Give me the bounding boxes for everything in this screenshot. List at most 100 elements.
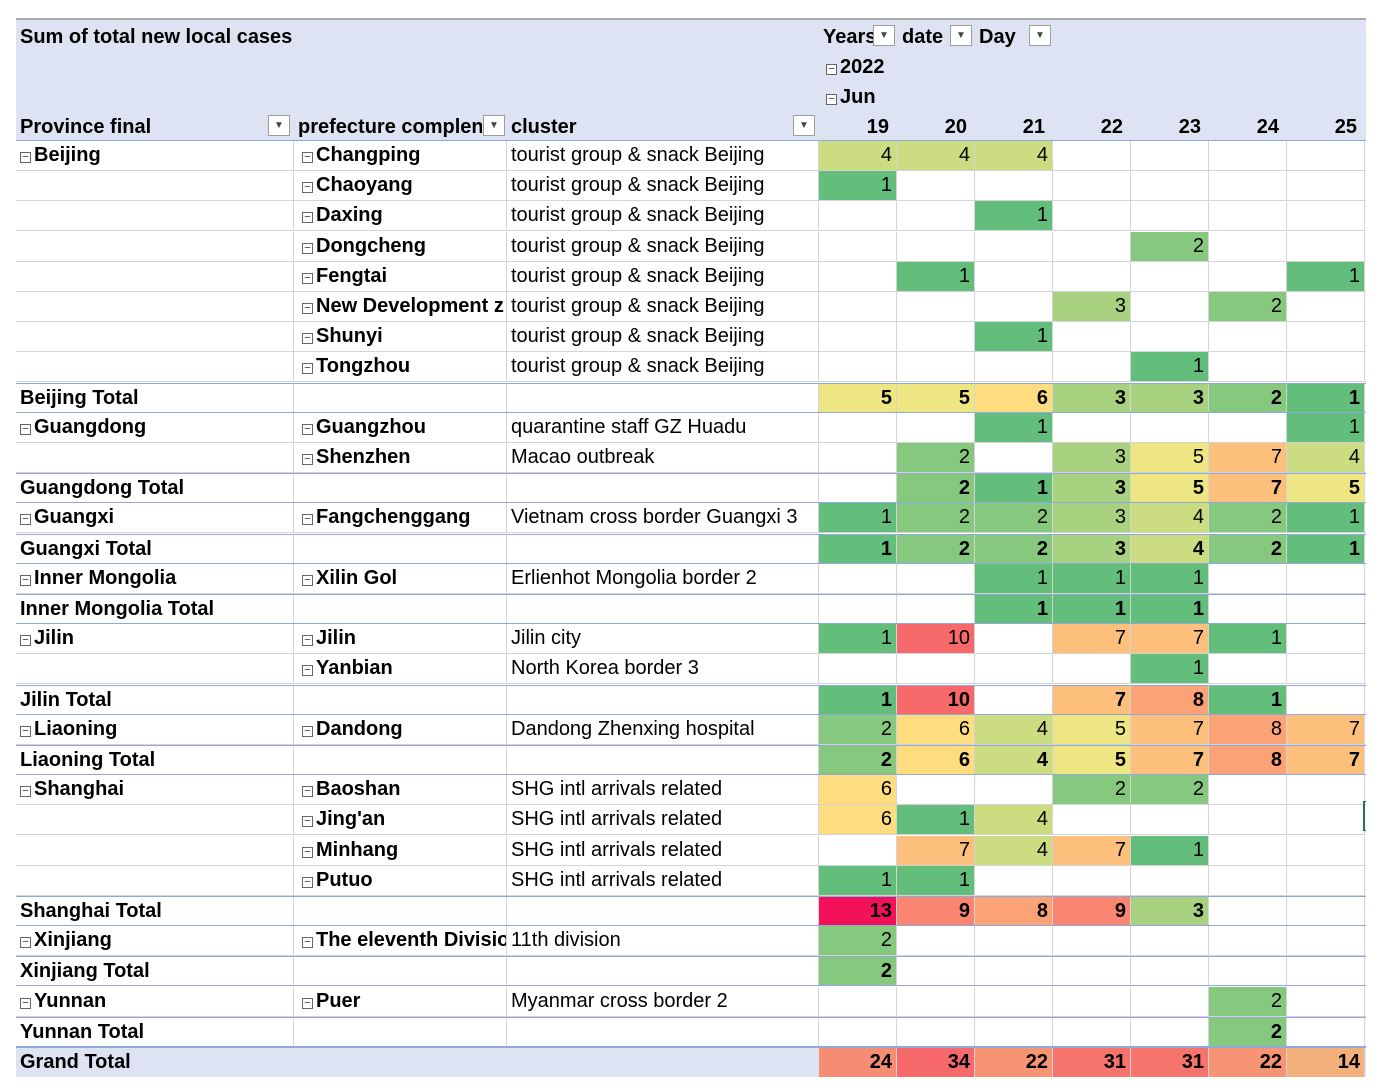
value-cell[interactable]: 2 bbox=[975, 503, 1053, 532]
value-cell[interactable] bbox=[1053, 987, 1131, 1016]
cluster-cell[interactable]: tourist group & snack Beijing bbox=[507, 201, 819, 230]
cluster-cell[interactable]: SHG intl arrivals related bbox=[507, 775, 819, 804]
value-cell[interactable] bbox=[1287, 836, 1365, 865]
value-cell[interactable]: 7 bbox=[897, 836, 975, 865]
province-cell[interactable]: − Liaoning bbox=[16, 715, 294, 744]
value-cell[interactable] bbox=[1209, 262, 1287, 291]
province-cell[interactable] bbox=[16, 443, 294, 472]
cluster-cell[interactable] bbox=[507, 595, 819, 623]
day-header[interactable]: 20 bbox=[944, 116, 967, 138]
value-cell[interactable]: 1 bbox=[897, 805, 975, 834]
province-cell[interactable]: Grand Total bbox=[16, 1048, 294, 1077]
value-cell[interactable] bbox=[897, 564, 975, 593]
cluster-cell[interactable]: tourist group & snack Beijing bbox=[507, 322, 819, 351]
value-cell[interactable]: 1 bbox=[975, 413, 1053, 442]
value-cell[interactable] bbox=[1131, 322, 1209, 351]
value-cell[interactable]: 8 bbox=[1209, 715, 1287, 744]
day-header[interactable]: 21 bbox=[1022, 116, 1045, 138]
value-cell[interactable] bbox=[1287, 595, 1365, 623]
prefecture-cell[interactable]: − Chaoyang bbox=[294, 171, 507, 200]
cluster-cell[interactable]: Erlienhot Mongolia border 2 bbox=[507, 564, 819, 593]
province-cell[interactable] bbox=[16, 262, 294, 291]
province-cell[interactable]: − Xinjiang bbox=[16, 926, 294, 955]
value-cell[interactable] bbox=[1131, 805, 1209, 834]
value-cell[interactable]: 1 bbox=[975, 474, 1053, 502]
value-cell[interactable]: 3 bbox=[1053, 292, 1131, 321]
value-cell[interactable]: 7 bbox=[1131, 746, 1209, 774]
value-cell[interactable]: 1 bbox=[1131, 595, 1209, 623]
value-cell[interactable] bbox=[1131, 141, 1209, 170]
value-cell[interactable] bbox=[1287, 775, 1365, 804]
value-cell[interactable]: 2 bbox=[819, 957, 897, 985]
value-cell[interactable]: 6 bbox=[819, 775, 897, 804]
value-cell[interactable]: 4 bbox=[1287, 443, 1365, 472]
value-cell[interactable] bbox=[1287, 926, 1365, 955]
value-cell[interactable]: 8 bbox=[1131, 686, 1209, 714]
value-cell[interactable]: 1 bbox=[1209, 686, 1287, 714]
value-cell[interactable]: 1 bbox=[1287, 262, 1365, 291]
value-cell[interactable]: 5 bbox=[1053, 715, 1131, 744]
value-cell[interactable] bbox=[975, 1018, 1053, 1046]
year-label[interactable]: −2022 bbox=[826, 56, 885, 79]
value-cell[interactable]: 1 bbox=[1287, 384, 1365, 412]
value-cell[interactable] bbox=[1287, 352, 1365, 381]
day-header[interactable]: 23 bbox=[1178, 116, 1201, 138]
value-cell[interactable] bbox=[819, 595, 897, 623]
value-cell[interactable] bbox=[897, 322, 975, 351]
value-cell[interactable] bbox=[1053, 201, 1131, 230]
value-cell[interactable] bbox=[975, 775, 1053, 804]
value-cell[interactable]: 4 bbox=[975, 715, 1053, 744]
value-cell[interactable]: 7 bbox=[1053, 686, 1131, 714]
province-cell[interactable]: Jilin Total bbox=[16, 686, 294, 714]
value-cell[interactable]: 1 bbox=[1209, 624, 1287, 653]
value-cell[interactable]: 2 bbox=[1131, 775, 1209, 804]
collapse-minus-icon[interactable]: − bbox=[826, 94, 837, 105]
value-cell[interactable]: 2 bbox=[897, 503, 975, 532]
value-cell[interactable] bbox=[1053, 262, 1131, 291]
prefecture-cell[interactable]: − Changping bbox=[294, 141, 507, 170]
prefecture-cell[interactable]: − Baoshan bbox=[294, 775, 507, 804]
province-cell[interactable]: Guangdong Total bbox=[16, 474, 294, 502]
value-cell[interactable]: 1 bbox=[819, 624, 897, 653]
cluster-cell[interactable]: tourist group & snack Beijing bbox=[507, 262, 819, 291]
value-cell[interactable] bbox=[1131, 987, 1209, 1016]
value-cell[interactable]: 5 bbox=[897, 384, 975, 412]
value-cell[interactable] bbox=[1209, 805, 1287, 834]
value-cell[interactable]: 1 bbox=[1131, 654, 1209, 683]
prefecture-cell[interactable]: − Dandong bbox=[294, 715, 507, 744]
value-cell[interactable]: 1 bbox=[1131, 352, 1209, 381]
value-cell[interactable]: 3 bbox=[1053, 535, 1131, 563]
value-cell[interactable] bbox=[897, 595, 975, 623]
value-cell[interactable]: 4 bbox=[897, 141, 975, 170]
value-cell[interactable]: 1 bbox=[819, 171, 897, 200]
value-cell[interactable]: 6 bbox=[975, 384, 1053, 412]
value-cell[interactable] bbox=[819, 352, 897, 381]
value-cell[interactable]: 6 bbox=[897, 715, 975, 744]
value-cell[interactable] bbox=[1287, 322, 1365, 351]
value-cell[interactable] bbox=[819, 987, 897, 1016]
value-cell[interactable] bbox=[1209, 352, 1287, 381]
collapse-minus-icon[interactable]: − bbox=[20, 998, 31, 1009]
value-cell[interactable]: 5 bbox=[1053, 746, 1131, 774]
collapse-minus-icon[interactable]: − bbox=[20, 635, 31, 646]
value-cell[interactable]: 7 bbox=[1131, 624, 1209, 653]
value-cell[interactable] bbox=[897, 201, 975, 230]
month-label[interactable]: − Jun bbox=[826, 86, 876, 109]
collapse-minus-icon[interactable]: − bbox=[20, 575, 31, 586]
value-cell[interactable] bbox=[1287, 201, 1365, 230]
cluster-cell[interactable]: Vietnam cross border Guangxi 3 bbox=[507, 503, 819, 532]
value-cell[interactable]: 4 bbox=[975, 141, 1053, 170]
value-cell[interactable] bbox=[1209, 413, 1287, 442]
value-cell[interactable] bbox=[1131, 957, 1209, 985]
value-cell[interactable]: 14 bbox=[1287, 1048, 1365, 1077]
value-cell[interactable]: 4 bbox=[1131, 503, 1209, 532]
cluster-cell[interactable] bbox=[507, 535, 819, 563]
province-cell[interactable] bbox=[16, 171, 294, 200]
province-cell[interactable]: Beijing Total bbox=[16, 384, 294, 412]
chevron-down-icon[interactable]: ▼ bbox=[1029, 25, 1051, 46]
collapse-minus-icon[interactable]: − bbox=[20, 514, 31, 525]
value-cell[interactable] bbox=[975, 624, 1053, 653]
collapse-minus-icon[interactable]: − bbox=[302, 182, 313, 193]
value-cell[interactable] bbox=[975, 232, 1053, 261]
collapse-minus-icon[interactable]: − bbox=[302, 152, 313, 163]
